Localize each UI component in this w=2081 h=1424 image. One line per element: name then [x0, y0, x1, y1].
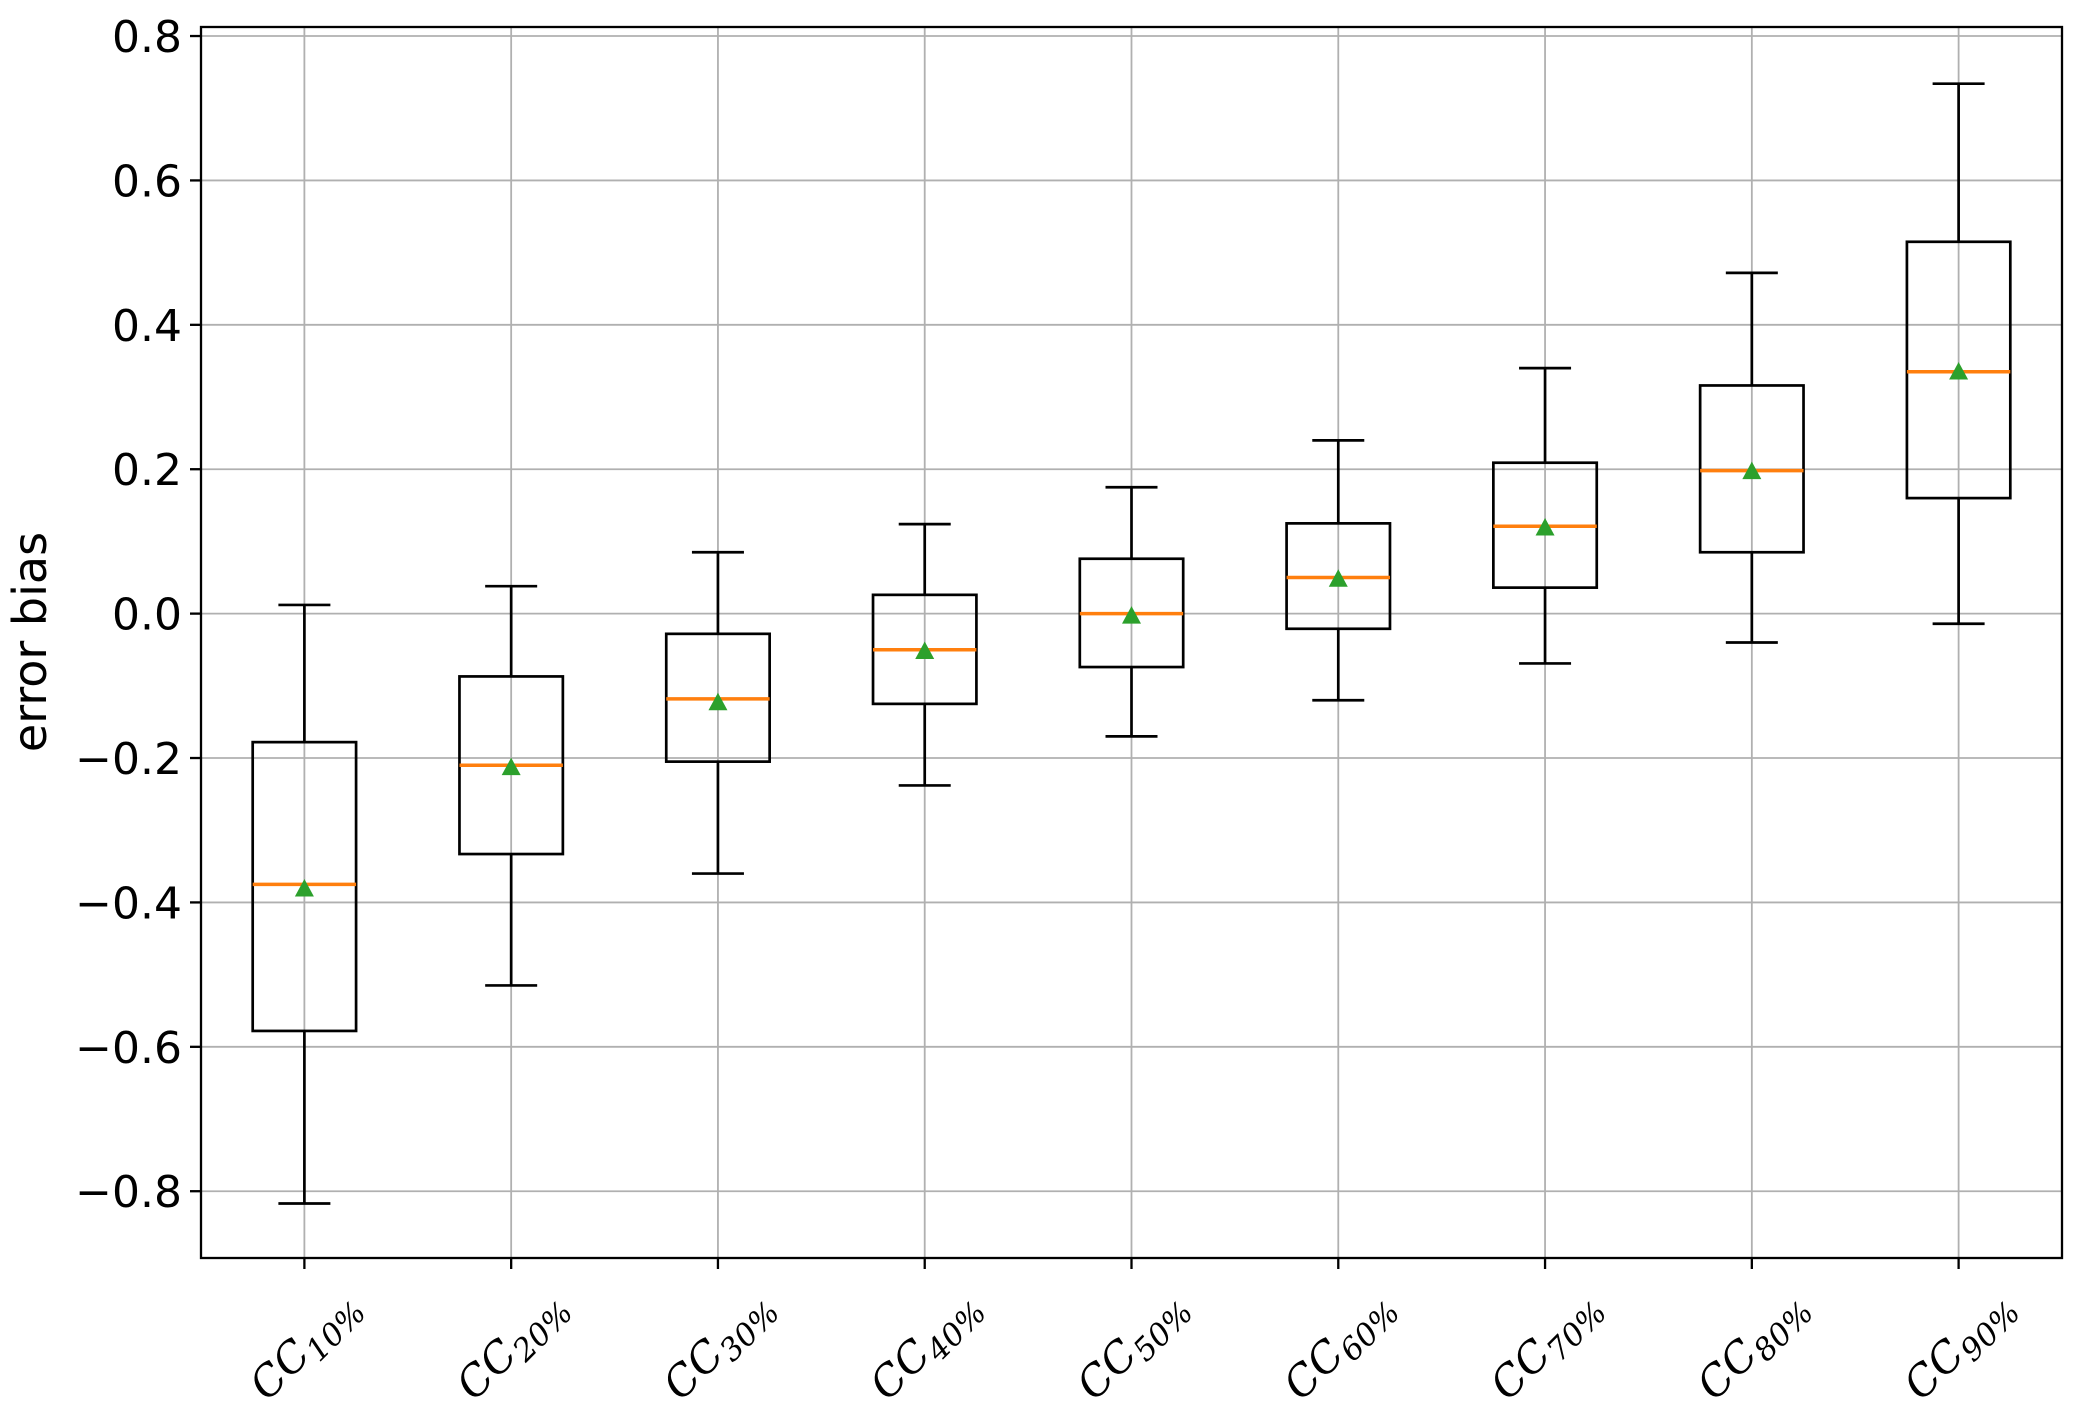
box-group-CC70% [1492, 366, 1599, 665]
x-tick-label-CC80%: CC80% [1687, 1280, 1821, 1414]
x-tick-label-CC40%: CC40% [860, 1280, 994, 1414]
axes [190, 25, 2064, 1269]
box-series [251, 82, 2012, 1205]
box-group-CC50% [1078, 485, 1185, 738]
x-tick-label-CC90%: CC90% [1894, 1280, 2028, 1414]
x-tick-label-CC10%: CC10% [240, 1280, 374, 1414]
mean-marker-triangle-up-icon [1328, 569, 1348, 587]
y-tick-label-−0.2: −0.2 [75, 734, 182, 785]
iqr-box [1905, 240, 2012, 500]
mean-marker-triangle-up-icon [501, 757, 521, 776]
gridlines [201, 27, 2062, 1258]
box-group-CC60% [1285, 438, 1392, 702]
mean-marker-triangle-up-icon [915, 641, 935, 659]
box-group-CC40% [871, 522, 978, 787]
x-tick-label-CC70%: CC70% [1480, 1280, 1614, 1414]
box-group-CC10% [251, 603, 358, 1205]
y-tick-label-−0.6: −0.6 [75, 1023, 182, 1074]
mean-marker-triangle-up-icon [294, 878, 314, 897]
box-group-CC30% [664, 550, 771, 875]
y-tick-label-0.2: 0.2 [112, 445, 182, 496]
x-tick-label-CC60%: CC60% [1274, 1280, 1408, 1414]
box-group-CC20% [458, 584, 565, 987]
x-tick-label-CC30%: CC30% [653, 1280, 787, 1414]
y-tick-label-0.0: 0.0 [112, 590, 182, 641]
mean-marker-triangle-up-icon [1949, 362, 1969, 380]
box-group-CC80% [1698, 271, 1805, 644]
box-group-CC90% [1905, 82, 2012, 626]
y-tick-label-0.6: 0.6 [112, 156, 182, 207]
y-tick-label-−0.4: −0.4 [75, 878, 182, 929]
y-axis-label: error bias [3, 532, 57, 752]
y-tick-label-0.4: 0.4 [112, 301, 182, 352]
y-tick-label-−0.8: −0.8 [75, 1167, 182, 1218]
mean-marker-triangle-up-icon [1742, 461, 1762, 480]
iqr-box [251, 740, 358, 1033]
mean-marker-triangle-up-icon [708, 692, 728, 711]
x-tick-label-CC20%: CC20% [446, 1280, 580, 1414]
y-tick-label-0.8: 0.8 [112, 12, 182, 63]
x-tick-label-CC50%: CC50% [1067, 1280, 1201, 1414]
iqr-box [1698, 384, 1805, 554]
tick-labels: 0.8 0.6 0.4 0.2 0.0 −0.2 −0.4 −0.6 −0.8 CC10% CC20… [75, 12, 2028, 1414]
mean-marker-triangle-up-icon [1535, 517, 1555, 536]
mean-marker-triangle-up-icon [1122, 606, 1141, 624]
